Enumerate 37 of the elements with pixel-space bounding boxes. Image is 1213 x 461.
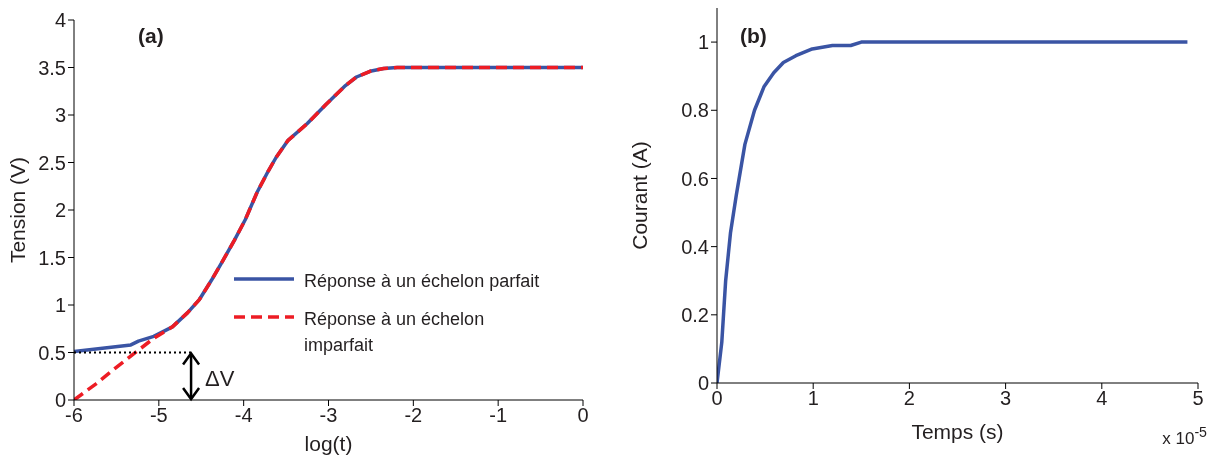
x-tick-label: -4 bbox=[234, 404, 253, 427]
y-tick-label: 4 bbox=[54, 9, 66, 32]
y-tick-label: 0.6 bbox=[681, 167, 709, 190]
text: x 10$^{-5}$ bbox=[1162, 424, 1207, 449]
y-tick-label: 1 bbox=[697, 31, 709, 54]
y-tick-label: 0.2 bbox=[681, 303, 709, 326]
chart-title: (a) bbox=[138, 24, 164, 48]
x-tick-label: -3 bbox=[319, 404, 338, 427]
y-tick-label: 2 bbox=[54, 199, 66, 222]
x-tick-label: 0 bbox=[577, 404, 589, 427]
y-tick-label: 0.8 bbox=[681, 99, 709, 122]
y-tick-label: 1 bbox=[54, 294, 66, 317]
y-tick-label: 1.5 bbox=[38, 246, 66, 269]
x-tick-label: -5 bbox=[149, 404, 168, 427]
y-tick-label: 2.5 bbox=[38, 151, 66, 174]
y-tick-label: 0 bbox=[697, 372, 709, 395]
x-tick-label: 0 bbox=[711, 387, 723, 410]
x-axis-title: log(t) bbox=[304, 432, 353, 455]
x-tick-label: 2 bbox=[903, 387, 915, 410]
x-tick-label: -2 bbox=[404, 404, 423, 427]
y-axis-title: Tension (V) bbox=[6, 156, 30, 264]
x-tick-label: -1 bbox=[489, 404, 508, 427]
x-axis-title: Temps (s) bbox=[911, 420, 1004, 443]
y-tick-label: 3 bbox=[54, 104, 66, 127]
x-tick-label: 3 bbox=[1000, 387, 1012, 410]
x-tick-label: 1 bbox=[807, 387, 819, 410]
legend-label: Réponse à un échelon parfait bbox=[304, 270, 541, 293]
y-tick-label: 0.5 bbox=[38, 341, 66, 364]
legend-label: Réponse à un échelon imparfait bbox=[304, 308, 486, 357]
x-tick-label: -6 bbox=[65, 404, 83, 427]
y-tick-label: 0.4 bbox=[681, 235, 709, 258]
x-tick-label: 5 bbox=[1192, 387, 1204, 410]
text: (b) bbox=[740, 24, 767, 48]
x-tick-label: 4 bbox=[1096, 387, 1108, 410]
y-tick-label: 3.5 bbox=[38, 56, 66, 79]
y-axis-title: Courant (A) bbox=[628, 141, 652, 250]
annotation: ΔV bbox=[205, 366, 235, 391]
